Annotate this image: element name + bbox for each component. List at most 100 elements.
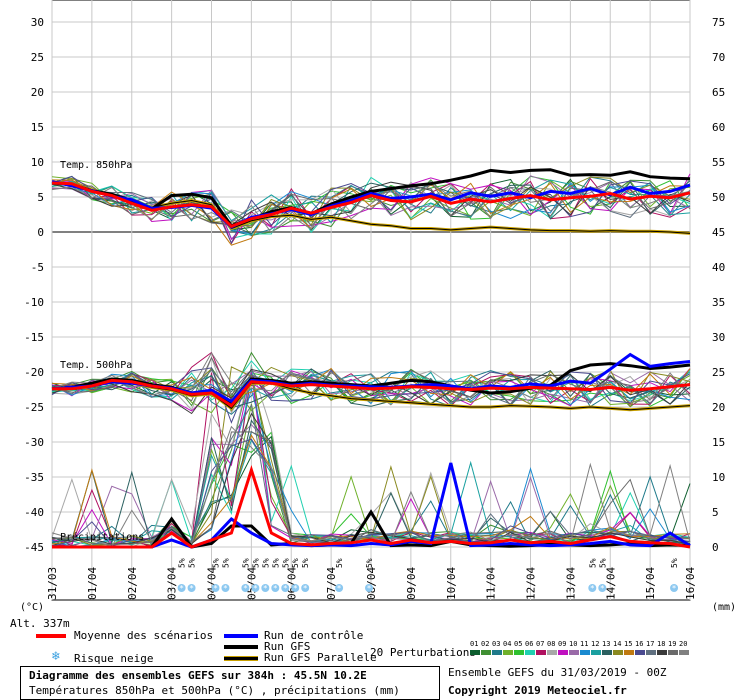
- snowflake-icon: [670, 584, 679, 592]
- perturbation-number: 17: [646, 640, 655, 648]
- x-tick-label: 13/04: [564, 567, 577, 600]
- left-tick-label: -25: [24, 401, 44, 414]
- snow-risk-label: 5%: [670, 558, 679, 568]
- snowflake-glyph: *: [273, 584, 278, 593]
- snowflake-icon: [241, 584, 250, 592]
- perturbation-swatch: [481, 650, 491, 655]
- snowflake-icon: [221, 584, 230, 592]
- snow-risk-label: 5%: [241, 558, 250, 568]
- legend-perturbations: 20 Perturbations: [370, 646, 476, 659]
- right-tick-label: 40: [712, 261, 725, 274]
- perturbation-number: 09: [558, 640, 567, 648]
- legend-control: Run de contrôle: [264, 629, 364, 642]
- right-tick-label: 15: [712, 436, 725, 449]
- member-t500-line: [51, 351, 691, 408]
- right-tick-label: 25: [712, 366, 725, 379]
- copyright: Copyright 2019 Meteociel.fr: [448, 684, 627, 697]
- right-tick-label: 5: [712, 506, 719, 519]
- right-tick-label: 60: [712, 121, 725, 134]
- snowflake-glyph: *: [243, 584, 248, 593]
- right-tick-label: 20: [712, 401, 725, 414]
- perturbation-swatch: [503, 650, 513, 655]
- x-tick-label: 07/04: [325, 567, 338, 600]
- member-t850-line: [51, 173, 691, 241]
- snow-risk-label: 5%: [335, 558, 344, 568]
- member-t500-line: [51, 369, 691, 405]
- snowflake-icon: [598, 584, 607, 592]
- title-box: Diagramme des ensembles GEFS sur 384h : …: [20, 666, 440, 700]
- left-tick-label: -45: [24, 541, 44, 554]
- left-tick-label: 25: [31, 51, 44, 64]
- run-de-controle-precip-line: [52, 462, 691, 549]
- left-tick-label: 20: [31, 86, 44, 99]
- perturbation-swatch: [470, 650, 480, 655]
- perturbation-number: 03: [492, 640, 501, 648]
- snow-risk-label: 5%: [291, 558, 300, 568]
- snowflake-glyph: *: [179, 584, 184, 593]
- snow-risk-label: 5%: [251, 558, 260, 568]
- x-tick-label: 10/04: [445, 567, 458, 600]
- t500-panel-label: Temp. 500hPa: [60, 360, 132, 371]
- snowflake-glyph: *: [223, 584, 228, 593]
- snow-risk-label: 5%: [221, 558, 230, 568]
- snow-risk-label: 5%: [365, 558, 374, 568]
- x-tick-label: 11/04: [485, 567, 498, 600]
- member-t850-line: [51, 176, 691, 229]
- snowflake-icon: [261, 584, 270, 592]
- gfs-swatch: [224, 645, 258, 649]
- mean-swatch: [36, 634, 66, 638]
- snowflake-glyph: *: [600, 584, 605, 593]
- right-tick-label: 65: [712, 86, 725, 99]
- snowflake-icon: [301, 584, 310, 592]
- snowflake-icon: [211, 584, 220, 592]
- perturbation-number: 11: [580, 640, 589, 648]
- snow-risk-label: 5%: [281, 558, 290, 568]
- legend-snow: Risque neige: [74, 652, 154, 665]
- snow-markers: 5% * 5% * 5% * 5% * 5% * 5% * 5% * 5% * 5% * 5% * 5% * 5% * 5% * 5…: [177, 558, 679, 593]
- right-unit-label: (mm): [712, 602, 736, 613]
- moyenne-des-scenarios-t850-line: [51, 181, 691, 229]
- snowflake-icon: [365, 584, 374, 592]
- snowflake-glyph: *: [590, 584, 595, 593]
- x-tick-label: 15/04: [644, 567, 657, 600]
- perturbation-swatch: [668, 650, 678, 655]
- x-tick-label: 14/04: [604, 567, 617, 600]
- legend-gfs-parallel: Run GFS Parallele: [264, 651, 377, 664]
- left-tick-label: 15: [31, 121, 44, 134]
- snowflake-glyph: *: [367, 584, 372, 593]
- perturbation-swatch: [602, 650, 612, 655]
- right-tick-label: 0: [712, 541, 719, 554]
- run-gfs-t850-line: [51, 168, 691, 228]
- perturbation-swatch: [657, 650, 667, 655]
- snow-risk-label: 5%: [211, 558, 220, 568]
- perturbation-swatch: [635, 650, 645, 655]
- snowflake-icon: ❄: [52, 649, 60, 664]
- perturbation-swatch: [613, 650, 623, 655]
- gfs-parallel-swatch: [224, 656, 258, 661]
- member-t500-line: [51, 360, 691, 405]
- altitude-label: Alt. 337m: [10, 617, 70, 630]
- snowflake-glyph: *: [253, 584, 258, 593]
- snowflake-glyph: *: [337, 584, 342, 593]
- perturbation-number: 15: [624, 640, 633, 648]
- perturbation-swatch: [624, 650, 634, 655]
- perturbation-number: 16: [635, 640, 644, 648]
- perturbation-swatch: [646, 650, 656, 655]
- snow-risk-label: 5%: [188, 558, 197, 568]
- snowflake-glyph: *: [303, 584, 308, 593]
- snowflake-glyph: *: [283, 584, 288, 593]
- snowflake-icon: [291, 584, 300, 592]
- x-tick-label: 09/04: [405, 567, 418, 600]
- left-unit-label: (°C): [20, 602, 44, 613]
- left-tick-label: -35: [24, 471, 44, 484]
- member-t500-line: [51, 368, 691, 415]
- perturbation-number: 05: [514, 640, 523, 648]
- snowflake-glyph: *: [293, 584, 298, 593]
- perturbation-swatch: [679, 650, 689, 655]
- snow-risk-label: 5%: [598, 558, 607, 568]
- snowflake-icon: [187, 584, 196, 592]
- snowflake-icon: [335, 584, 344, 592]
- right-tick-label: 55: [712, 156, 725, 169]
